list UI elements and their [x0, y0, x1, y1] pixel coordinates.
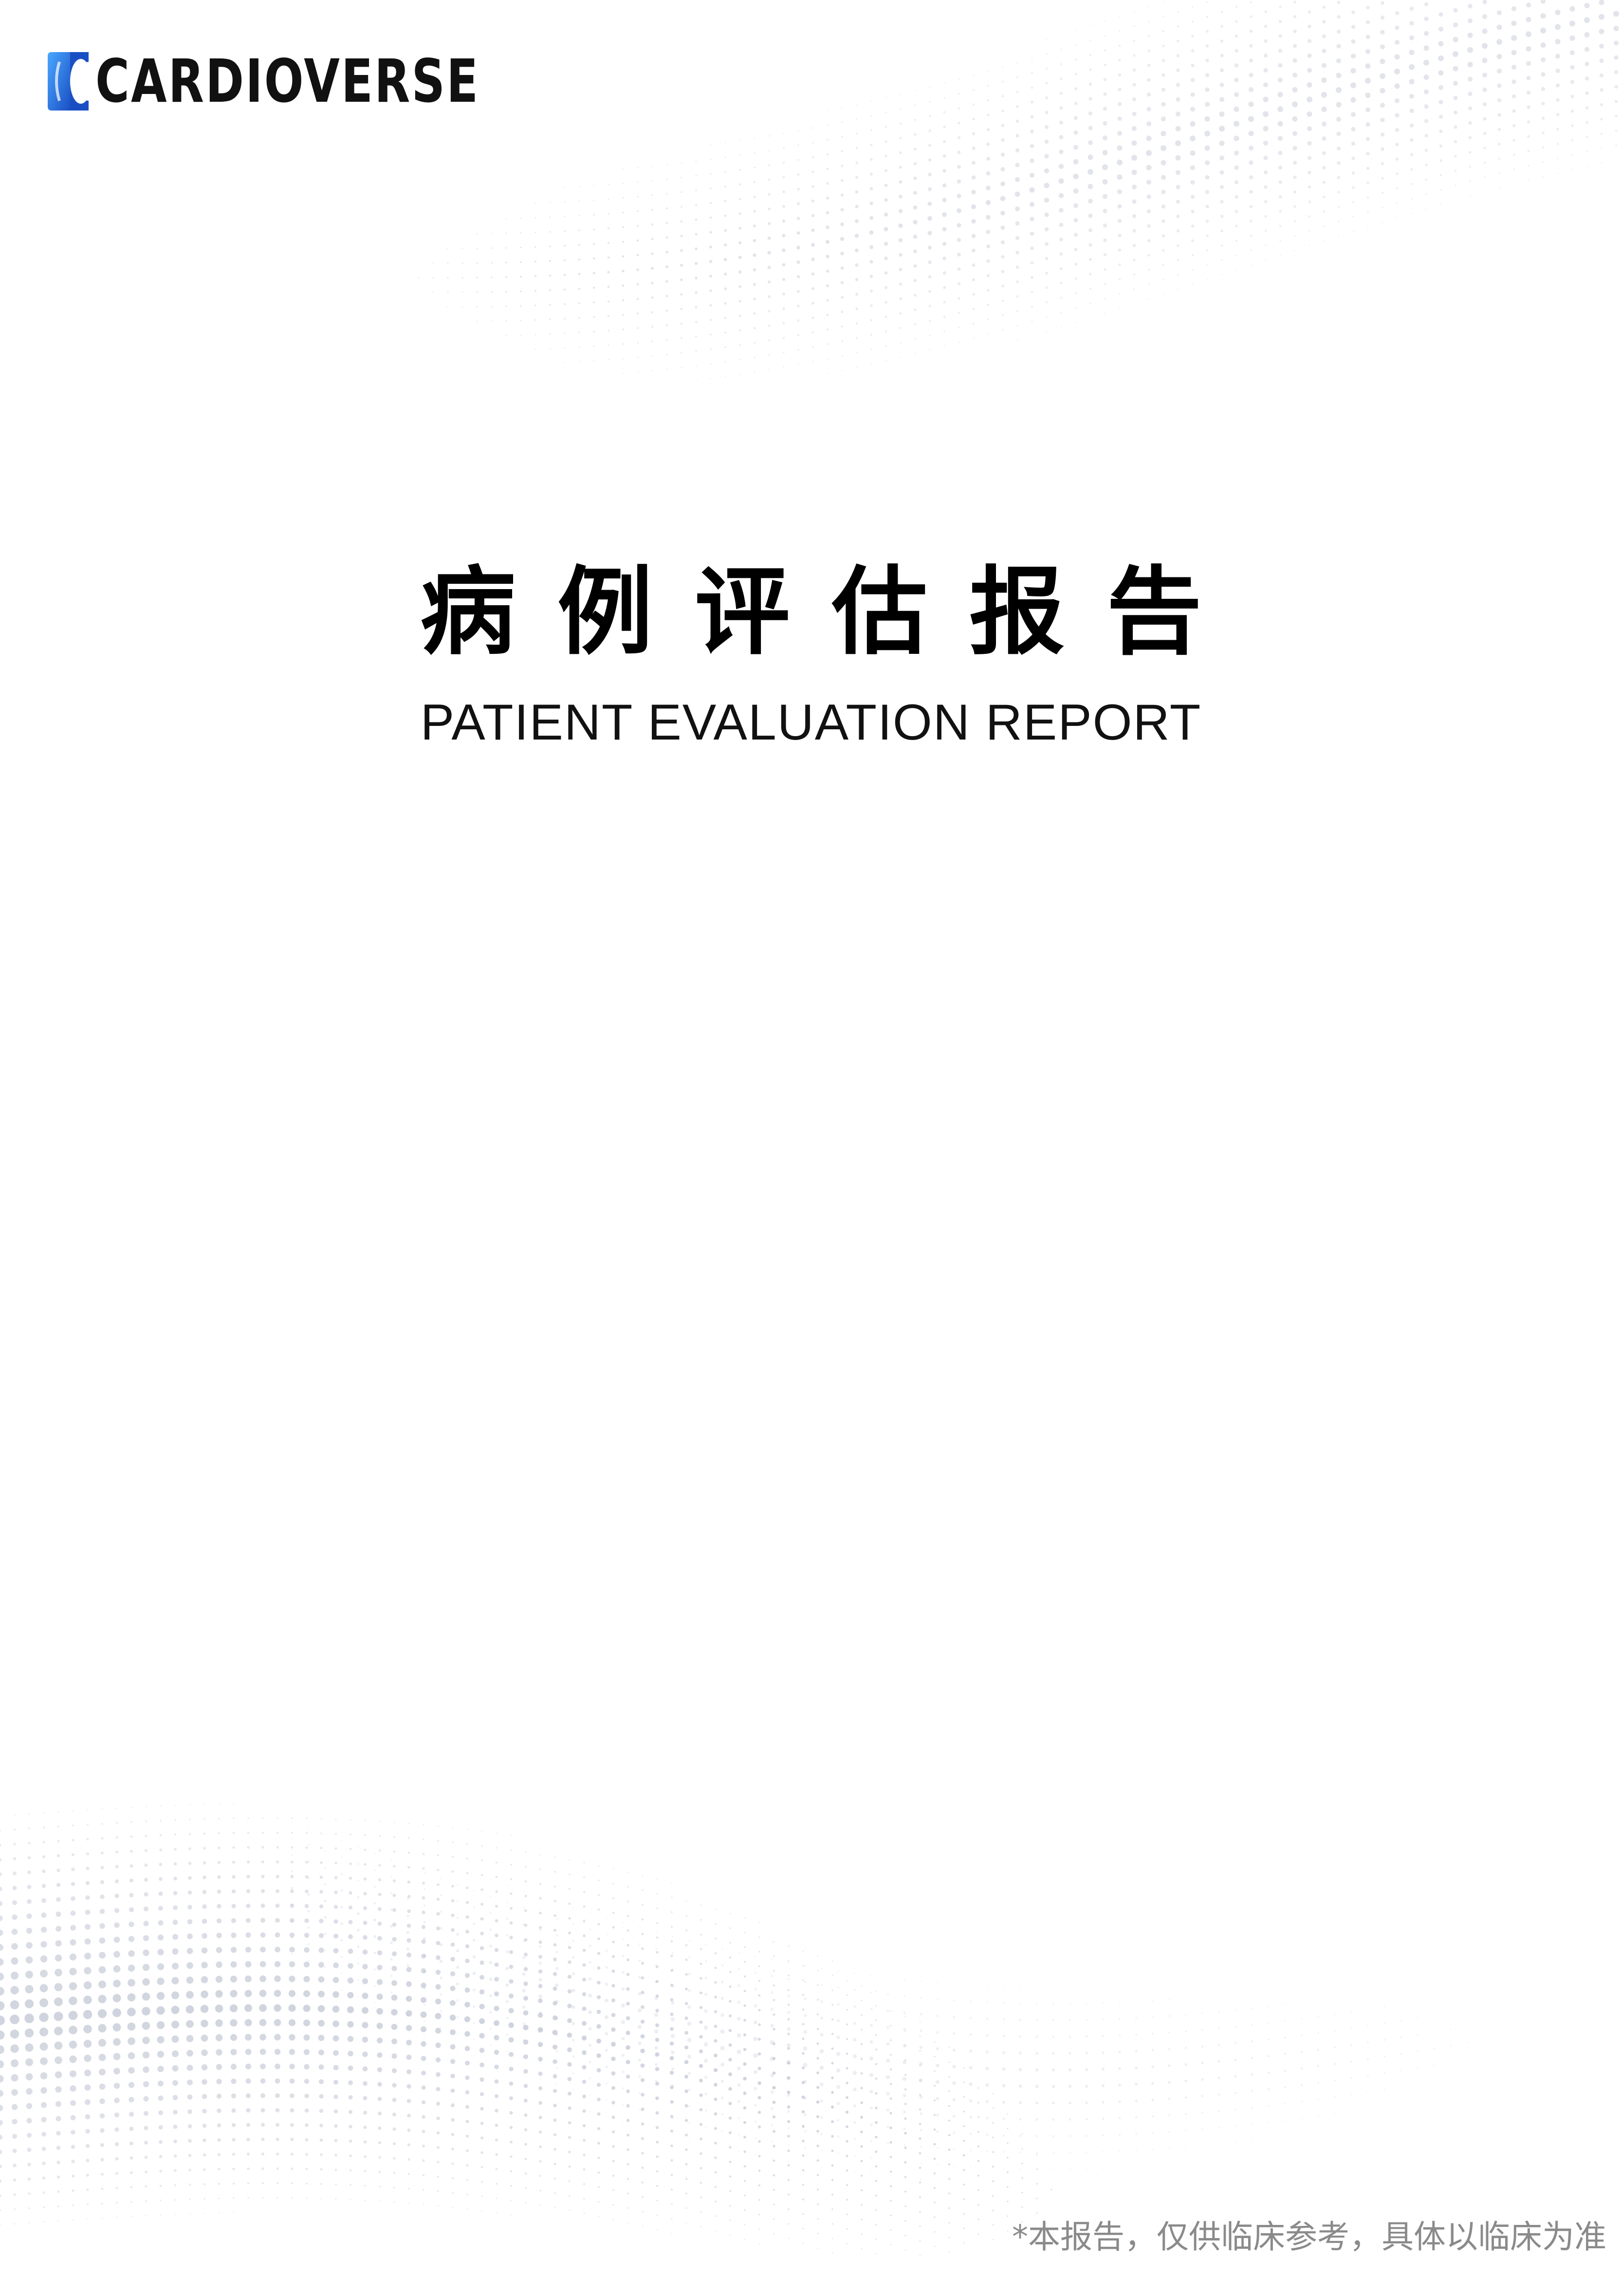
brand-name: CARDIOVERSE [95, 47, 480, 116]
brand-logo: CARDIOVERSE [45, 48, 588, 115]
report-title-english: PATIENT EVALUATION REPORT [420, 694, 1202, 751]
report-title-chinese: 病例评估报告 [420, 557, 1244, 668]
disclaimer-note: *本报告，仅供临床参考，具体以临床为准 [1012, 2218, 1606, 2256]
bottom-dot-wave [0, 1803, 1468, 2257]
top-dot-wave [418, 0, 1619, 381]
cardioverse-logo-icon [48, 52, 92, 111]
